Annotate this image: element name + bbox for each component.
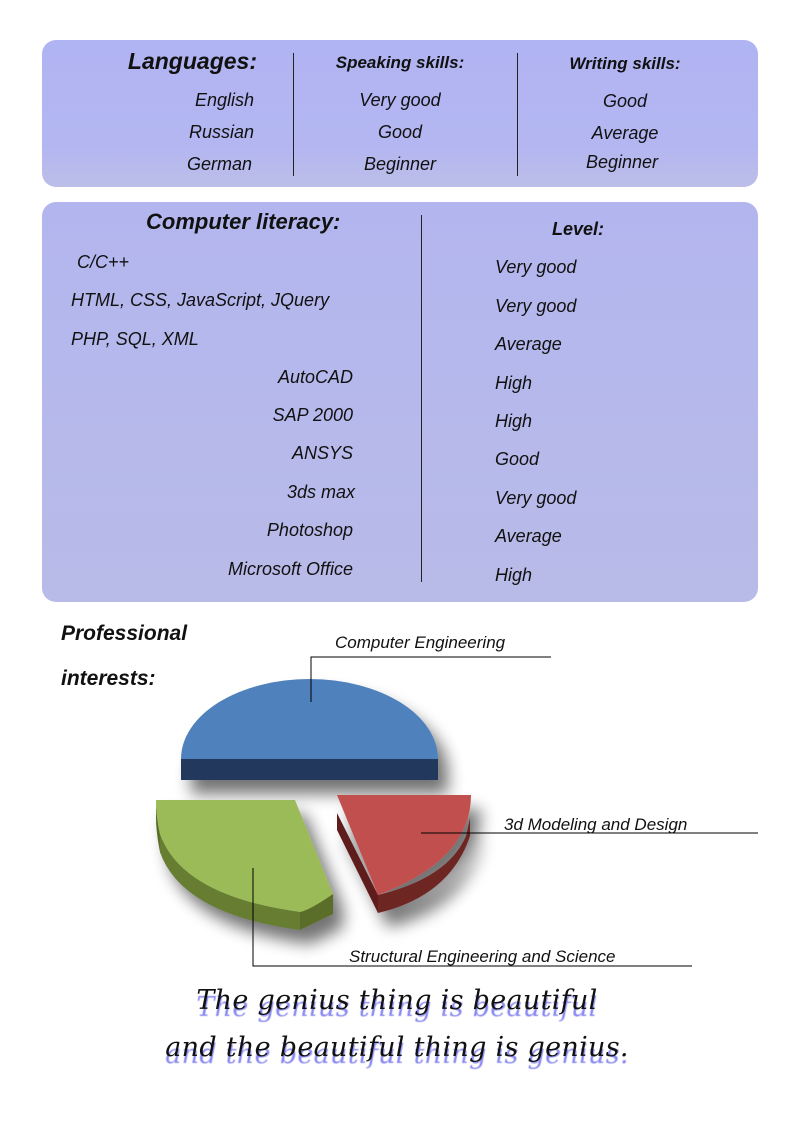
- pie-label-computer-engineering: Computer Engineering: [335, 633, 506, 652]
- interests-header-line2: interests:: [61, 667, 156, 690]
- skill-level: High: [495, 565, 533, 585]
- pie-label-structural-engineering: Structural Engineering and Science: [349, 947, 616, 966]
- speaking-level: Good: [377, 122, 423, 142]
- speaking-level: Very good: [359, 90, 441, 110]
- skill-level: Average: [495, 334, 562, 354]
- skill-name: HTML, CSS, JavaScript, JQuery: [71, 290, 330, 310]
- pie-slice-3d-modeling: [337, 795, 471, 913]
- skill-level: Average: [495, 526, 562, 546]
- pie-slice-computer-engineering: [181, 679, 438, 780]
- speaking-skills-header: Speaking skills:: [335, 53, 465, 72]
- language-name: English: [194, 90, 254, 110]
- pie-label-3d-modeling: 3d Modeling and Design: [504, 815, 687, 834]
- languages-header: Languages:: [127, 48, 257, 74]
- computer-literacy-header: Computer literacy:: [146, 209, 341, 234]
- skill-level: Very good: [495, 296, 577, 316]
- interests-header-line1: Professional: [61, 622, 188, 645]
- leader-line-computer-engineering: [310, 656, 551, 702]
- language-name: Russian: [188, 122, 254, 142]
- computer-literacy-panel: [42, 202, 758, 602]
- writing-level: Good: [602, 91, 648, 111]
- writing-level: Average: [591, 123, 659, 143]
- language-name: German: [186, 154, 252, 174]
- pie-slice-structural-engineering-top: [156, 800, 333, 912]
- column-divider: [421, 215, 422, 582]
- skill-name: 3ds max: [286, 482, 355, 502]
- skill-name: ANSYS: [291, 443, 353, 463]
- writing-skills-header: Writing skills:: [569, 54, 681, 73]
- quote-line2: and the beautiful thing is genius.: [165, 1032, 629, 1063]
- languages-panel: [42, 40, 758, 187]
- skill-level: Very good: [495, 488, 577, 508]
- skill-name: AutoCAD: [277, 367, 353, 387]
- pie-slice-computer-engineering-top: [181, 679, 438, 759]
- skill-name: Microsoft Office: [227, 559, 353, 579]
- skill-level: Good: [495, 449, 540, 469]
- skill-name: SAP 2000: [272, 405, 353, 425]
- skill-level: High: [495, 373, 533, 393]
- speaking-level: Beginner: [363, 154, 437, 174]
- quote-line1: The genius thing is beautiful: [196, 985, 598, 1016]
- skill-name: Photoshop: [266, 520, 353, 540]
- skill-name: PHP, SQL, XML: [71, 329, 199, 349]
- leader-line-structural-engineering: [252, 868, 692, 967]
- pie-slice-3d-modeling-top: [337, 795, 471, 895]
- skill-name: C/C++: [77, 252, 130, 272]
- column-divider: [293, 53, 294, 176]
- writing-level: Beginner: [585, 152, 659, 172]
- skill-level: Very good: [495, 257, 577, 277]
- level-header: Level:: [552, 219, 605, 239]
- skill-level: High: [495, 411, 533, 431]
- column-divider: [517, 53, 518, 176]
- pie-slice-structural-engineering: [156, 800, 333, 930]
